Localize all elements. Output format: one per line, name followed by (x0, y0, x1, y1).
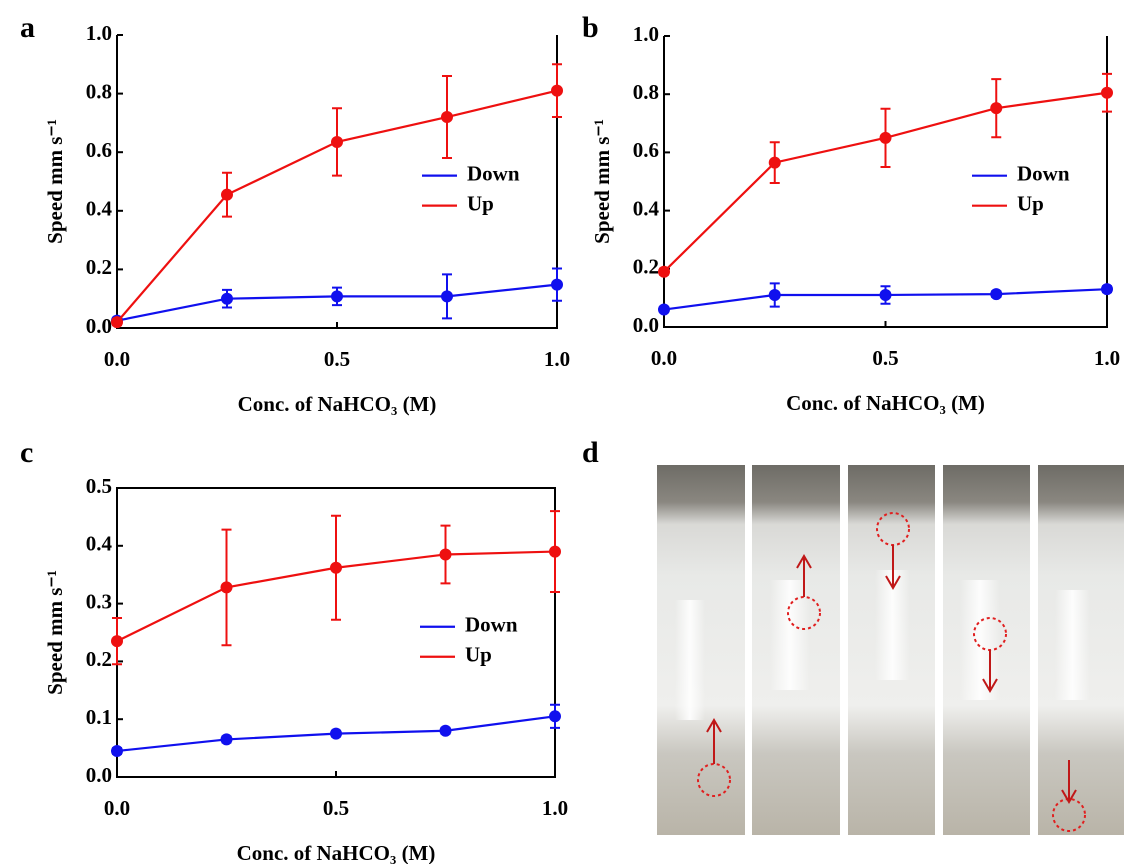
x-axis-title: Conc. of NaHCO₃ (M) (238, 392, 437, 416)
y-tick-label: 0.4 (86, 197, 113, 221)
x-tick-label: 1.0 (542, 796, 568, 820)
data-point (990, 288, 1003, 301)
photo-strip (943, 465, 1030, 835)
legend-label: Down (1017, 161, 1070, 185)
y-axis-title: Speed mm s⁻¹ (43, 570, 67, 695)
y-tick-label: 0.1 (86, 705, 112, 729)
y-tick-label: 0.4 (86, 532, 113, 556)
y-tick-label: 0.5 (86, 474, 112, 498)
data-point (551, 84, 563, 97)
data-point (768, 156, 781, 169)
data-point (111, 744, 123, 757)
data-point (990, 102, 1003, 115)
legend-label: Up (467, 191, 494, 215)
x-axis-title: Conc. of NaHCO₃ (M) (237, 841, 436, 864)
y-tick-label: 1.0 (633, 22, 659, 46)
y-tick-label: 0.6 (86, 138, 112, 162)
panel-label: a (20, 11, 35, 44)
legend-label: Up (1017, 191, 1044, 215)
y-axis-title: Speed mm s⁻¹ (43, 119, 67, 244)
legend-label: Up (465, 643, 492, 667)
x-tick-label: 0.0 (651, 346, 677, 370)
data-point (111, 316, 123, 329)
photo-strip (657, 465, 745, 835)
data-point (220, 733, 233, 746)
x-axis-title: Conc. of NaHCO₃ (M) (786, 391, 985, 415)
y-tick-label: 0.2 (86, 647, 112, 671)
data-point (330, 561, 342, 574)
chart-panel: a 0.0 0.2 0.4 0.6 0.8 1.0 0.0 0.5 1.0 Conc. of NaH… (20, 11, 570, 416)
data-point (879, 131, 892, 144)
photo-panel: d (582, 436, 1124, 835)
data-point (331, 135, 343, 148)
y-tick-label: 0.0 (633, 313, 659, 337)
x-tick-label: 0.5 (872, 346, 898, 370)
y-tick-label: 0.4 (633, 196, 660, 220)
y-tick-label: 0.2 (633, 255, 659, 279)
y-tick-label: 0.8 (86, 79, 112, 103)
panel-label: d (582, 436, 599, 469)
data-point (1101, 86, 1113, 99)
data-point (658, 265, 670, 278)
x-tick-label: 1.0 (1094, 346, 1120, 370)
x-tick-label: 0.5 (323, 796, 349, 820)
data-point (439, 548, 452, 561)
y-tick-label: 1.0 (86, 21, 112, 45)
legend-label: Down (465, 613, 518, 637)
data-point (1101, 283, 1113, 296)
data-point (441, 290, 453, 303)
data-point (551, 278, 563, 291)
data-point (331, 290, 343, 303)
chart-panel: b 0.0 0.2 0.4 0.6 0.8 1.0 0.0 0.5 1.0 Conc. of NaH… (582, 11, 1120, 415)
x-tick-label: 0.0 (104, 347, 130, 371)
data-point (768, 288, 781, 301)
y-tick-label: 0.8 (633, 80, 659, 104)
data-point (439, 724, 452, 737)
data-point (221, 188, 233, 201)
y-tick-label: 0.0 (86, 763, 112, 787)
y-tick-label: 0.0 (86, 314, 112, 338)
photo-strip (848, 465, 935, 835)
y-tick-label: 0.2 (86, 255, 112, 279)
data-point (879, 288, 892, 301)
data-point (549, 545, 561, 558)
y-tick-label: 0.6 (633, 138, 659, 162)
photo-strip (1038, 465, 1124, 835)
data-point (221, 292, 233, 305)
data-point (658, 303, 670, 316)
data-point (549, 710, 561, 723)
data-point (330, 727, 342, 740)
data-point (111, 635, 123, 648)
x-tick-label: 0.0 (104, 796, 130, 820)
legend-label: Down (467, 161, 520, 185)
x-tick-label: 1.0 (544, 347, 570, 371)
data-point (220, 581, 233, 594)
photo-strip (752, 465, 840, 835)
x-tick-label: 0.5 (324, 347, 350, 371)
y-axis-title: Speed mm s⁻¹ (590, 119, 614, 244)
chart-panel: c 0.0 0.1 0.2 0.3 0.4 0.5 0.0 0.5 1.0 Conc. of NaH… (20, 436, 568, 864)
panel-label: c (20, 436, 33, 469)
panel-label: b (582, 11, 599, 44)
y-tick-label: 0.3 (86, 589, 112, 613)
data-point (441, 111, 453, 124)
